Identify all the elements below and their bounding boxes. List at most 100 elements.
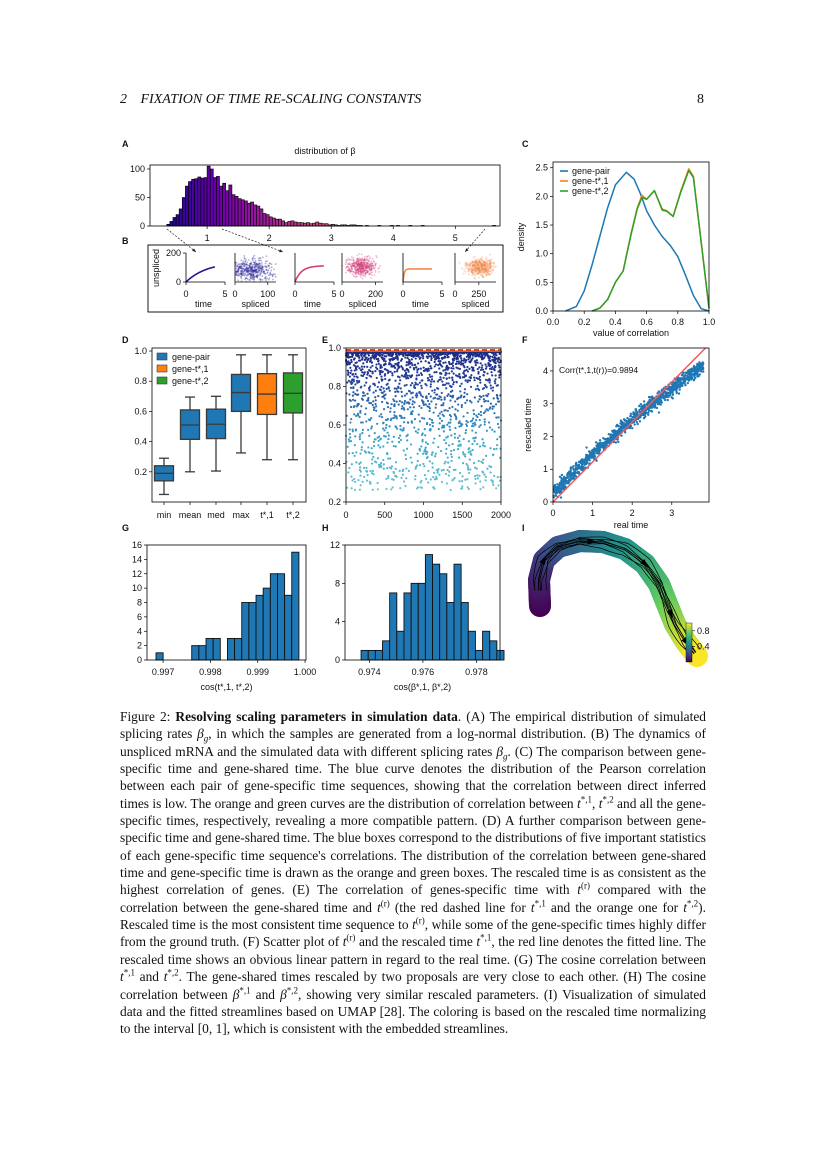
data-point: [240, 262, 243, 265]
data-point: [368, 267, 371, 270]
data-point: [354, 272, 357, 275]
data-point: [491, 262, 493, 264]
histogram-bar: [259, 208, 264, 227]
data-point: [404, 356, 407, 359]
data-point: [364, 261, 367, 263]
data-point: [377, 439, 380, 443]
data-point: [479, 424, 482, 427]
data-point: [353, 488, 357, 491]
data-point: [409, 398, 412, 401]
data-point: [364, 353, 367, 356]
data-point: [359, 470, 362, 473]
data-point: [365, 266, 367, 269]
data-point: [347, 257, 350, 260]
data-point: [253, 269, 255, 272]
data-point: [267, 274, 270, 277]
x-tick-label: mean: [179, 510, 202, 520]
histogram-bar: [256, 205, 261, 227]
data-point: [473, 421, 476, 424]
data-point: [491, 374, 494, 377]
data-point: [392, 478, 395, 481]
legend-swatch: [156, 364, 168, 373]
data-point: [371, 263, 373, 265]
data-point: [354, 435, 357, 438]
data-point: [352, 265, 355, 267]
histogram-bar: [410, 582, 419, 661]
histogram-bar: [278, 218, 282, 227]
data-point: [397, 361, 400, 364]
data-point: [245, 267, 248, 269]
data-point: [454, 400, 457, 403]
data-point: [351, 265, 353, 268]
data-point: [401, 395, 404, 398]
data-point: [399, 486, 402, 490]
x-tick-label: 0.997: [152, 667, 175, 677]
data-point: [360, 446, 363, 449]
data-point: [386, 431, 389, 434]
data-point: [670, 387, 673, 391]
data-point: [678, 388, 681, 391]
data-point: [457, 360, 460, 363]
data-point: [681, 377, 684, 380]
data-point: [270, 266, 273, 269]
data-point: [625, 421, 628, 425]
data-point: [365, 466, 368, 470]
data-point: [382, 458, 385, 462]
data-point: [259, 278, 262, 281]
data-point: [402, 421, 406, 424]
data-point: [434, 452, 437, 455]
data-point: [392, 472, 396, 475]
data-point: [366, 269, 369, 272]
data-point: [244, 277, 247, 280]
data-point: [252, 261, 255, 264]
data-point: [426, 442, 429, 446]
data-point: [235, 271, 238, 273]
data-point: [472, 369, 475, 372]
data-point: [410, 412, 414, 416]
data-point: [364, 358, 367, 361]
data-point: [477, 370, 480, 374]
data-point: [387, 434, 391, 437]
data-point: [248, 264, 251, 267]
data-point: [478, 398, 481, 401]
data-point: [444, 460, 447, 463]
x-axis-label: spliced: [461, 299, 489, 309]
data-point: [362, 267, 365, 270]
data-point: [629, 414, 633, 418]
data-point: [250, 261, 252, 264]
data-point: [350, 475, 353, 478]
data-point: [417, 355, 420, 358]
data-point: [358, 267, 361, 270]
data-point: [389, 457, 392, 460]
data-point: [402, 427, 405, 430]
data-point: [472, 366, 475, 369]
panel-b-dynamics: unspliced: [147, 244, 504, 313]
data-point: [270, 273, 272, 276]
data-point: [264, 278, 267, 281]
data-point: [439, 396, 442, 399]
y-tick-label: 1.0: [328, 343, 341, 353]
data-point: [265, 268, 268, 271]
data-point: [347, 265, 349, 268]
data-point: [481, 444, 484, 447]
data-point: [437, 357, 441, 360]
data-point: [405, 383, 408, 387]
data-point: [433, 487, 436, 491]
data-point: [435, 403, 438, 406]
data-point: [359, 269, 362, 271]
data-point: [391, 486, 394, 489]
data-point: [242, 271, 245, 274]
data-point: [425, 397, 428, 400]
data-point: [472, 256, 475, 259]
data-point: [248, 279, 251, 282]
data-point: [268, 267, 271, 270]
data-point: [418, 464, 422, 467]
data-point: [364, 273, 367, 276]
data-point: [370, 447, 373, 450]
data-point: [497, 400, 501, 403]
data-point: [497, 484, 500, 487]
data-point: [400, 390, 403, 394]
x-axis-label: cos(t*,1, t*,2): [200, 682, 252, 692]
data-point: [428, 423, 432, 426]
histogram-bar: [290, 220, 295, 227]
